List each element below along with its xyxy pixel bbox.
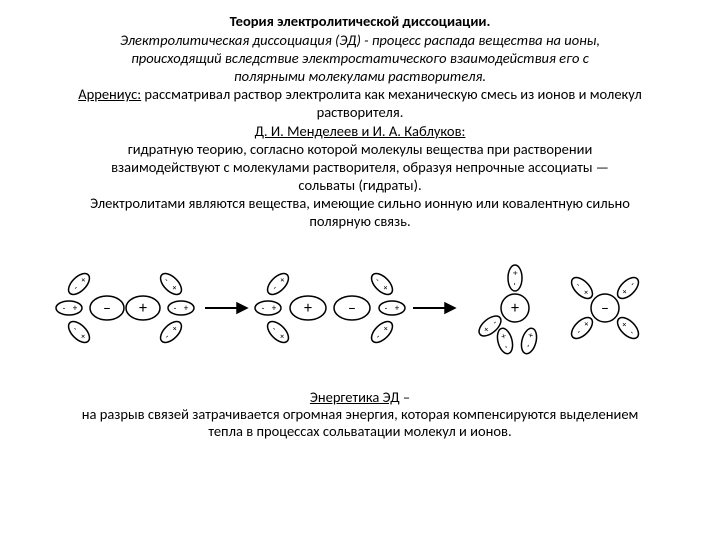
energetics-title: Энергетика ЭД (310, 388, 400, 406)
energetics-dash: – (400, 388, 411, 406)
electrolytes-line2: полярную связь. (20, 213, 700, 230)
svg-text:-: - (262, 303, 265, 314)
hydrate-line3: сольваты (гидраты). (20, 177, 700, 194)
energetics-line2: тепла в процессах сольватации молекул и … (20, 423, 700, 440)
energetics-heading: Энергетика ЭД – (20, 388, 700, 406)
svg-text:+: + (73, 303, 78, 314)
arrhenius-rest: рассматривал раствор электролита как мех… (141, 85, 642, 103)
svg-text:-: - (63, 303, 66, 314)
arrow-icon (413, 303, 455, 313)
arrow-icon (205, 303, 247, 313)
svg-text:+: + (184, 303, 189, 314)
svg-text:-: - (174, 303, 177, 314)
hydrate-line1: гидратную теорию, согласно которой молек… (20, 141, 700, 158)
hydrate-line2: взаимодействуют с молекулами растворител… (20, 159, 700, 176)
svg-text:+: + (272, 303, 277, 314)
svg-text:–: – (348, 299, 356, 318)
dissociation-diagram: – + -+ -+ -+ -+ -+ -+ + – -+ -+ -+ (20, 248, 700, 378)
svg-text:-: - (385, 303, 388, 314)
svg-text:+: + (509, 271, 520, 276)
ion-minus: – (103, 299, 111, 318)
svg-text:+: + (395, 303, 400, 314)
svg-text:-: - (509, 283, 520, 286)
mendeleev-heading: Д. И. Менделеев и И. А. Каблуков: (20, 123, 700, 140)
ion-plus: + (139, 299, 147, 318)
definition-line3: полярными молекулами растворителя. (20, 68, 700, 85)
energetics-line1: на разрыв связей затрачивается огромная … (20, 406, 700, 423)
electrolytes-line1: Электролитами являются вещества, имеющие… (20, 195, 700, 212)
definition-line2: происходящий вследствие электростатическ… (20, 50, 700, 67)
definition-line1: Электролитическая диссоциация (ЭД) - про… (20, 32, 700, 49)
arrhenius-line2: растворителя. (20, 104, 700, 121)
arrhenius-line1: Аррениус: рассматривал раствор электроли… (20, 86, 700, 103)
svg-text:+: + (511, 299, 519, 318)
page-title: Теория электролитической диссоциации. (20, 12, 700, 30)
svg-text:–: – (601, 299, 609, 318)
arrhenius-name: Аррениус: (78, 85, 141, 103)
svg-text:+: + (304, 299, 312, 318)
